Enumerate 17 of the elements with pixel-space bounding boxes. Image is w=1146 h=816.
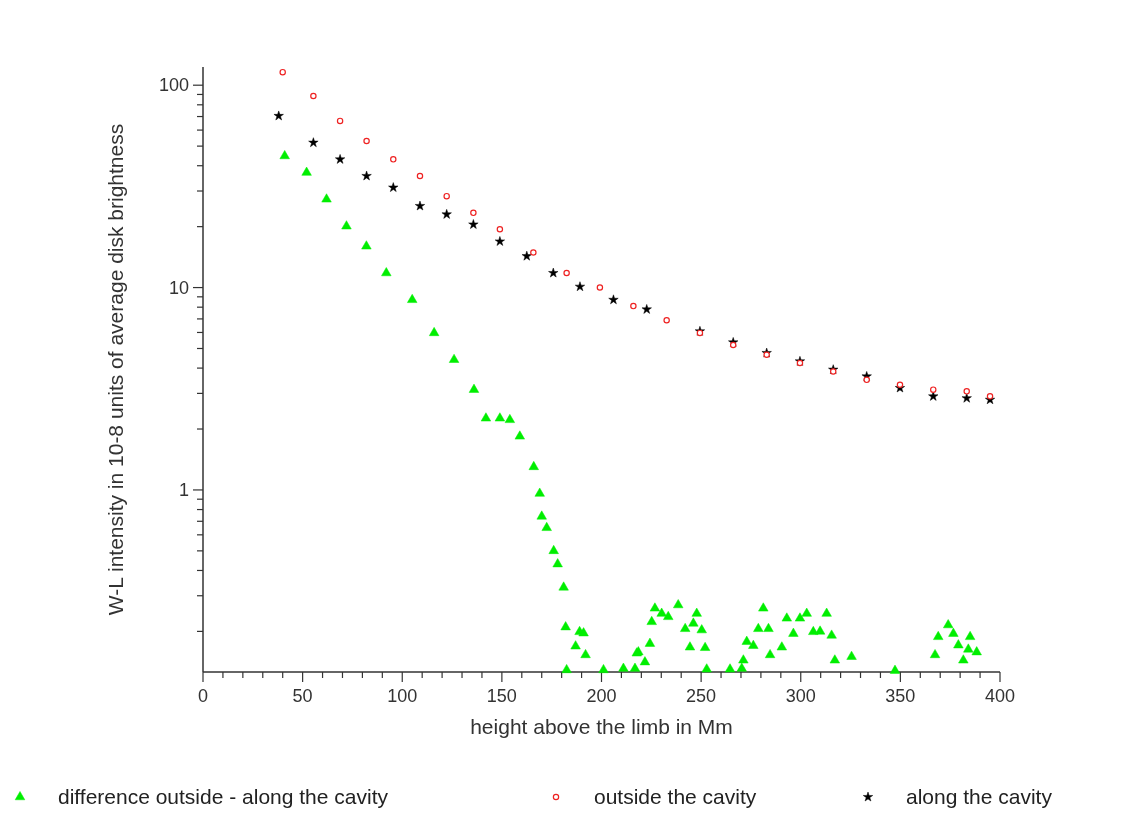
x-tick-label: 250: [686, 686, 717, 706]
legend-label: outside the cavity: [594, 785, 757, 808]
legend-label: along the cavity: [906, 785, 1053, 808]
x-tick-label: 100: [387, 686, 418, 706]
x-tick-label: 200: [586, 686, 617, 706]
y-axis-title: W-L intensity in 10-8 units of average disk brightness: [104, 123, 127, 616]
y-tick-label: 100: [158, 75, 189, 96]
legend-label: difference outside - along the cavity: [58, 785, 389, 808]
y-tick-label: 1: [178, 479, 189, 500]
x-tick-label: 150: [486, 686, 517, 706]
x-axis-title: height above the limb in Mm: [470, 715, 733, 738]
x-tick-label: 50: [292, 686, 313, 706]
y-tick-label: 10: [168, 277, 189, 298]
x-tick-label: 400: [984, 686, 1016, 706]
x-tick-label: 350: [885, 686, 916, 706]
x-tick-label: 0: [197, 686, 209, 706]
x-tick-label: 300: [785, 686, 816, 706]
